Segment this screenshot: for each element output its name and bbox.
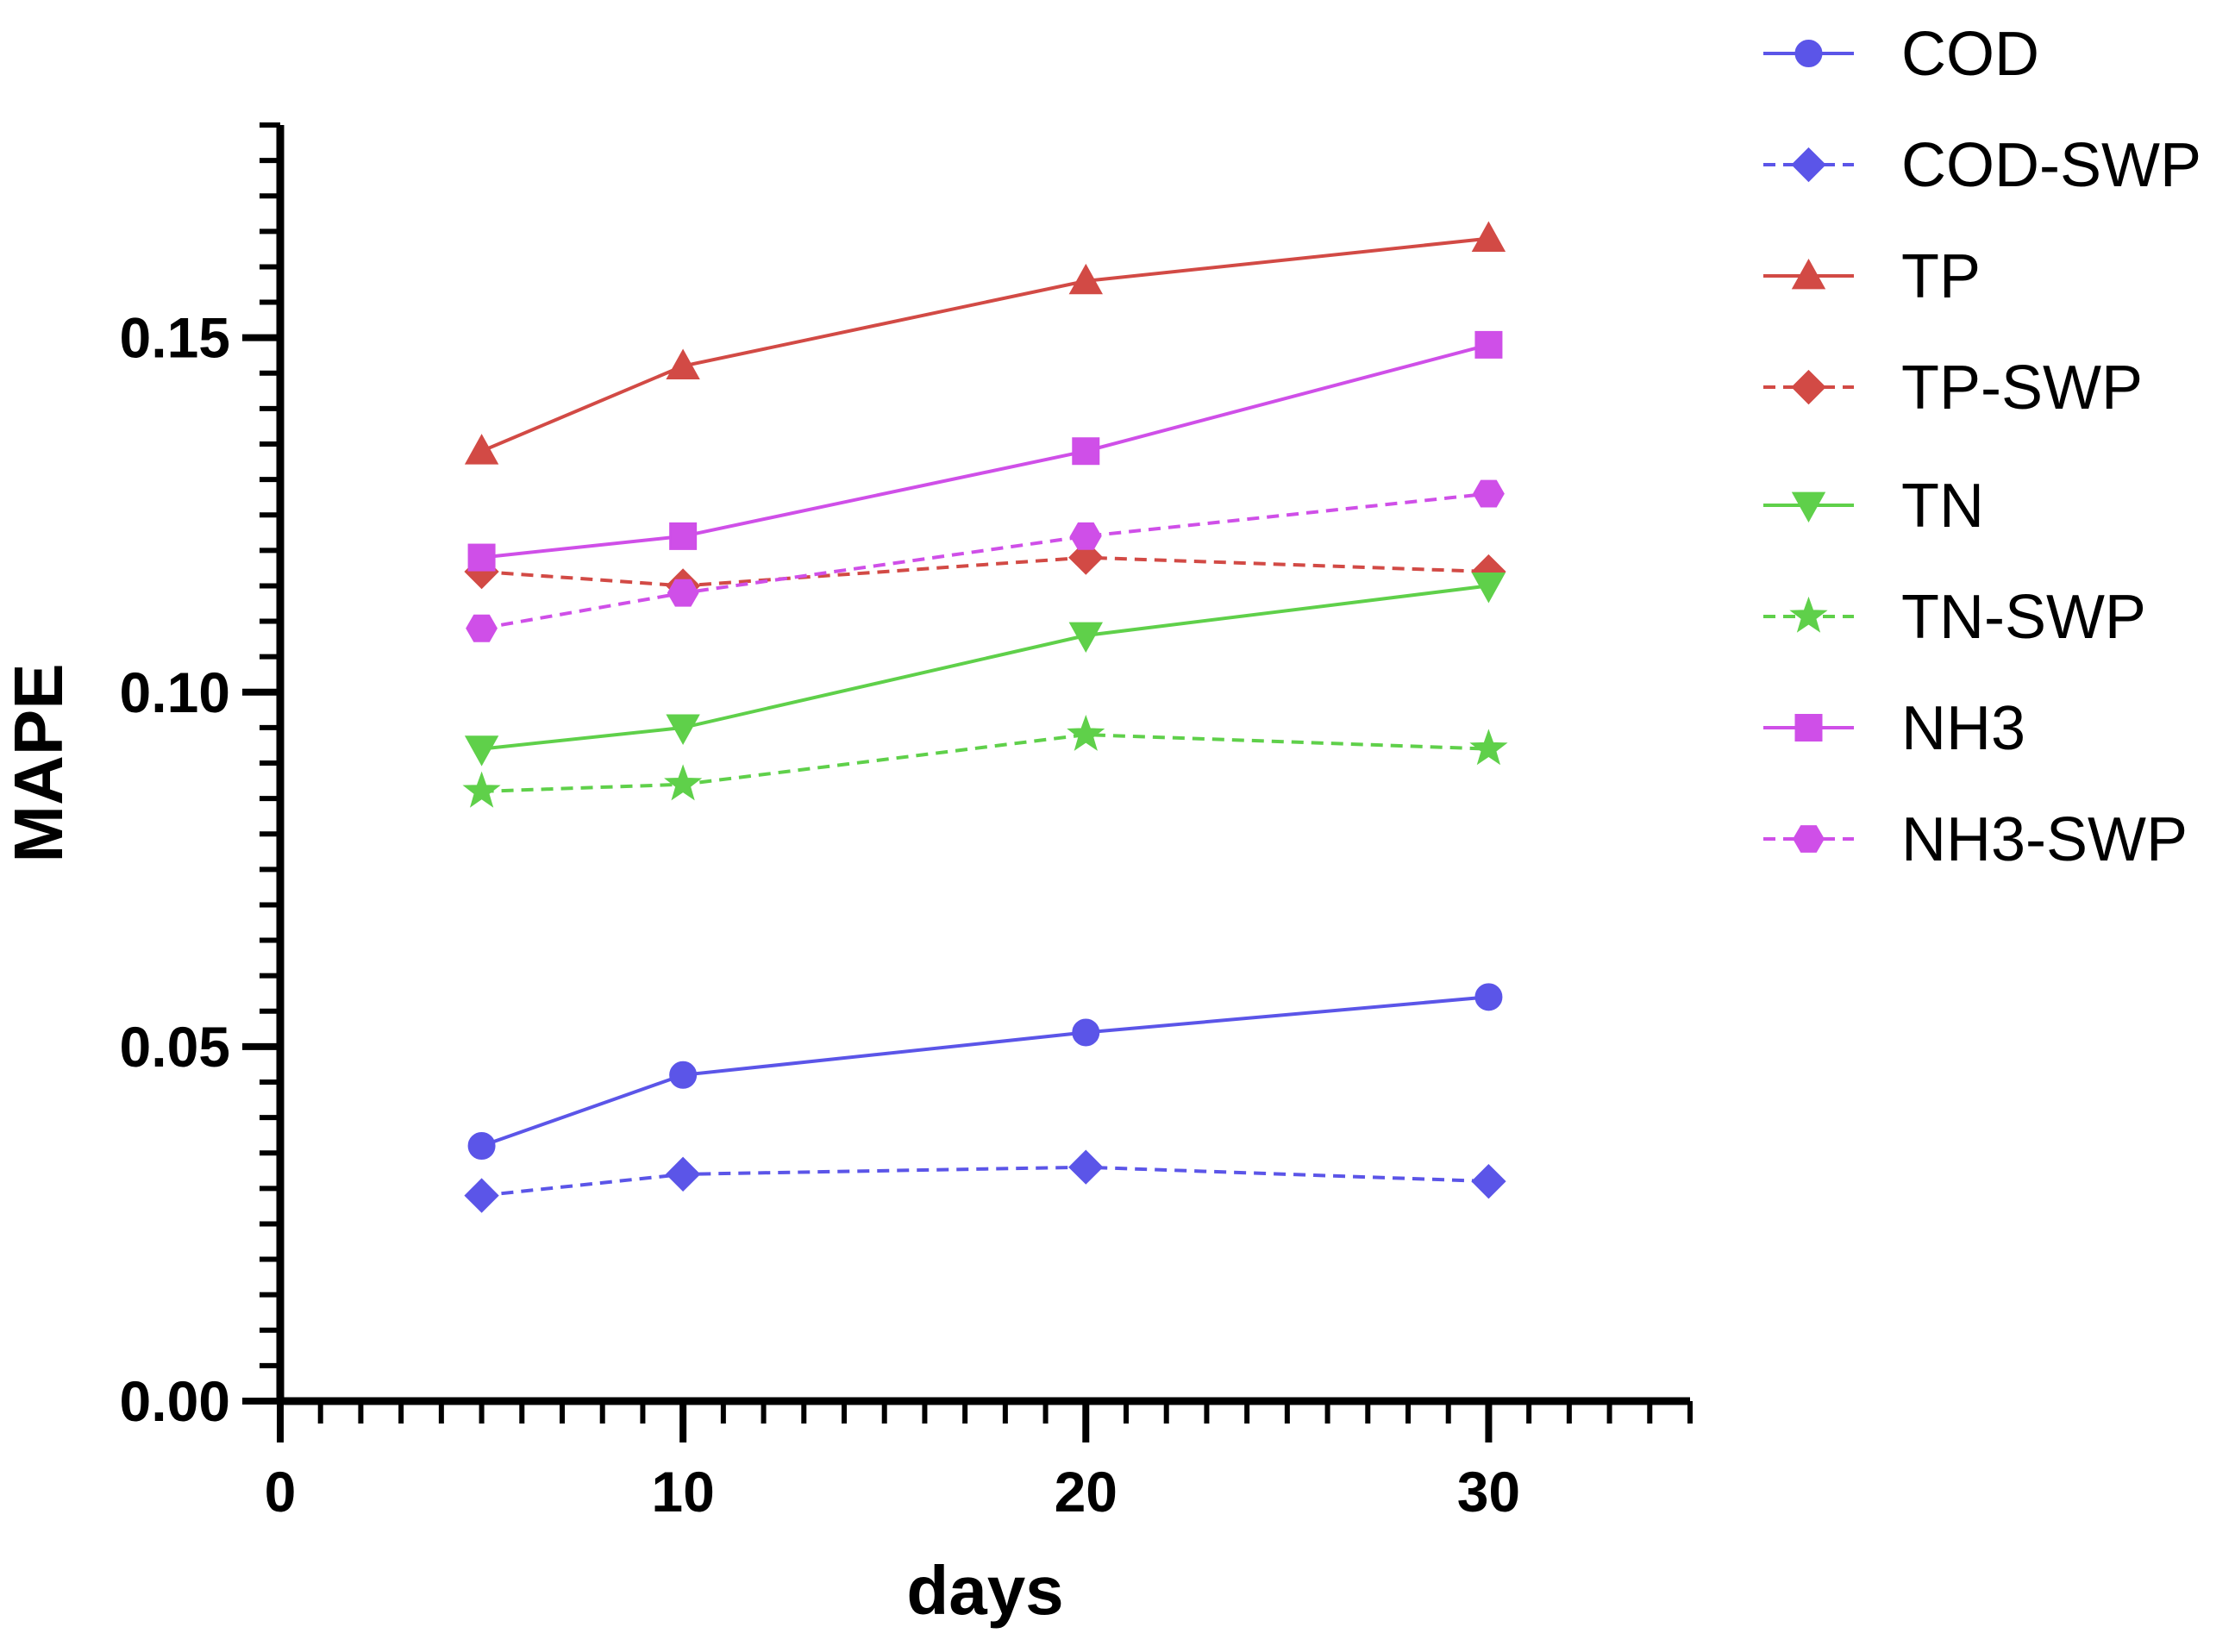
legend-label: TN [1901,472,1984,541]
y-tick-label: 0.05 [120,1015,230,1079]
legend-marker [1791,369,1826,405]
data-point-tp [1471,221,1506,252]
x-axis-title: days [906,1552,1063,1629]
data-point-tn-swp [462,771,501,808]
x-tick-label: 30 [1457,1460,1520,1524]
data-point-cod-swp [665,1156,701,1192]
x-tick-label: 20 [1055,1460,1118,1524]
data-point-tp [666,348,700,379]
legend-item-tn: TN [1763,472,1984,541]
data-point-nh3-swp [1473,479,1505,508]
legend-item-cod-swp: COD-SWP [1763,131,2201,200]
y-tick-label: 0.10 [120,660,230,724]
data-point-tn [666,714,700,745]
series-tp [464,221,1506,465]
data-point-nh3 [1474,330,1503,359]
legend-marker [1793,825,1825,853]
legend-label: TN-SWP [1901,583,2146,652]
legend-marker [1794,714,1823,742]
data-point-tn-swp [1469,729,1508,766]
legend-label: NH3-SWP [1901,805,2188,874]
data-point-tn [1068,622,1103,654]
data-point-cod [669,1061,698,1089]
legend-marker [1794,40,1823,67]
x-tick-label: 10 [651,1460,714,1524]
data-point-cod [1072,1018,1100,1047]
series-line-tn [481,584,1489,751]
y-tick-label: 0.00 [120,1369,230,1433]
axes: 0.00 0.05 0.10 0.15 0 10 20 30 days MAPE [0,122,1693,1629]
series-line-tp-swp [481,555,1489,588]
legend-item-tp: TP [1763,242,1981,311]
series-line-cod-swp [481,1165,1489,1198]
series-line-cod [480,995,1489,1148]
series-cod [467,983,1503,1160]
series-tn-swp [462,714,1508,808]
series-cod-swp [464,1149,1506,1213]
data-point-tn [1471,573,1506,604]
series-nh3 [467,330,1503,572]
series-tp-swp [464,540,1506,604]
data-point-tn-swp [664,764,703,801]
data-point-tp [464,434,499,465]
x-tick-label: 0 [265,1460,297,1524]
data-point-nh3-swp [466,614,498,642]
data-point-cod-swp [464,1178,499,1213]
series-line-tp [480,236,1489,454]
series-nh3-swp [466,479,1505,642]
legend-marker [1791,491,1826,523]
legend-item-cod: COD [1763,20,2039,89]
data-point-nh3 [669,522,698,550]
series-tn [464,573,1506,767]
legend-label: COD-SWP [1901,131,2201,200]
series-line-nh3 [481,342,1489,560]
legend-item-tp-swp: TP-SWP [1763,354,2143,422]
legend-label: TP [1901,242,1981,311]
legend: COD COD-SWP TP TP-SWP TN TN-SWP NH3 NH3-SWP [1763,20,2201,874]
legend-label: TP-SWP [1901,354,2143,422]
series-line-nh3-swp [481,491,1489,630]
data-point-tn-swp [1067,714,1105,751]
legend-marker [1791,147,1826,183]
data-point-cod [1474,983,1503,1011]
y-tick-label: 0.15 [120,306,230,370]
data-point-cod-swp [1068,1149,1104,1185]
series-line-tn-swp [481,733,1489,793]
data-point-cod [467,1132,496,1160]
data-point-nh3 [467,543,496,572]
data-point-nh3 [1072,437,1100,466]
data-point-cod-swp [1471,1163,1506,1199]
data-point-tn [464,735,499,767]
y-axis-title: MAPE [0,663,77,862]
series-layer [462,221,1508,1213]
data-point-nh3-swp [667,579,699,607]
legend-item-nh3: NH3 [1763,694,2025,763]
legend-marker [1789,596,1828,633]
legend-item-nh3-swp: NH3-SWP [1763,805,2188,874]
legend-item-tn-swp: TN-SWP [1763,583,2146,652]
legend-label: NH3 [1901,694,2025,763]
data-point-tp [1068,263,1103,295]
legend-marker [1791,258,1826,290]
data-point-nh3-swp [1069,522,1102,550]
legend-label: COD [1901,20,2039,89]
